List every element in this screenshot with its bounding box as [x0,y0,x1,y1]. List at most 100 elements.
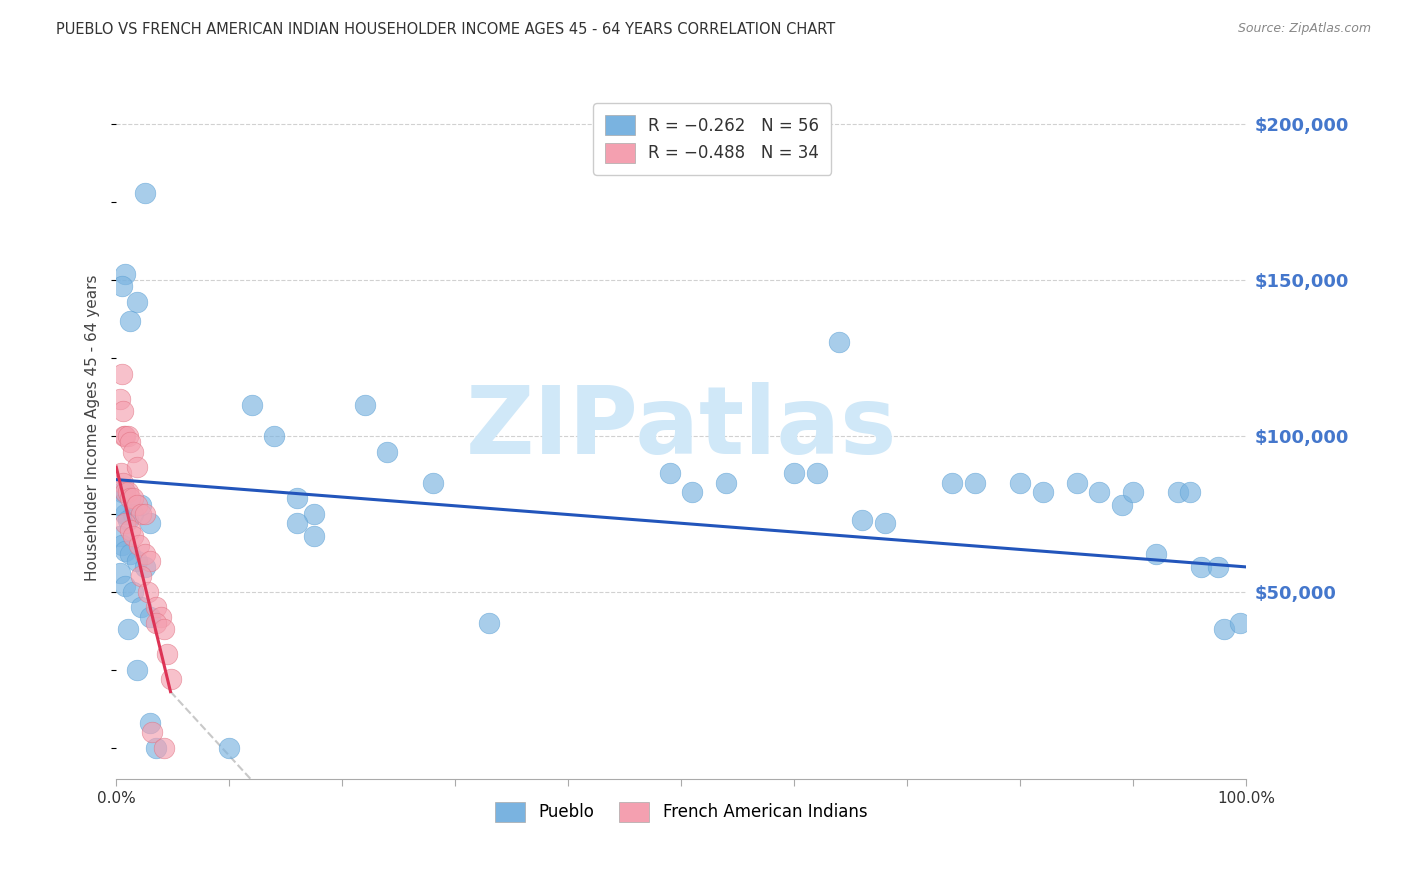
Point [218,740,240,755]
Point [145,740,167,755]
Point [122,507,145,521]
Point [1206,560,1229,574]
Point [111,367,134,381]
Point [136,585,159,599]
Point [1088,485,1111,500]
Point [111,279,134,293]
Point [129,600,152,615]
Point [1167,485,1189,500]
Point [941,475,963,490]
Point [117,485,139,500]
Point [118,313,141,327]
Point [114,579,136,593]
Point [118,435,141,450]
Point [108,392,131,406]
Point [285,491,308,506]
Point [658,467,681,481]
Text: Source: ZipAtlas.com: Source: ZipAtlas.com [1237,22,1371,36]
Point [152,740,174,755]
Point [114,429,136,443]
Point [122,585,145,599]
Text: ZIPatlas: ZIPatlas [465,382,897,475]
Point [110,467,132,481]
Point [783,467,806,481]
Point [1189,560,1212,574]
Point [114,267,136,281]
Point [851,513,873,527]
Point [114,485,136,500]
Point [302,507,325,521]
Point [125,460,148,475]
Point [377,444,399,458]
Point [114,544,136,558]
Point [125,498,148,512]
Point [125,294,148,309]
Point [122,444,145,458]
Point [145,600,167,615]
Point [134,560,156,574]
Point [682,485,704,500]
Point [118,491,141,506]
Point [240,398,263,412]
Point [963,475,986,490]
Point [139,609,162,624]
Point [152,622,174,636]
Point [141,725,163,739]
Point [112,475,135,490]
Point [122,529,145,543]
Point [139,554,162,568]
Point [1144,548,1167,562]
Point [1032,485,1054,500]
Text: PUEBLO VS FRENCH AMERICAN INDIAN HOUSEHOLDER INCOME AGES 45 - 64 YEARS CORRELATI: PUEBLO VS FRENCH AMERICAN INDIAN HOUSEHO… [56,22,835,37]
Point [263,429,285,443]
Point [117,622,139,636]
Point [716,475,738,490]
Point [125,663,148,677]
Point [156,647,179,661]
Point [117,429,139,443]
Point [1010,475,1032,490]
Point [478,615,501,630]
Point [108,529,131,543]
Point [139,516,162,531]
Point [139,715,162,730]
Point [114,507,136,521]
Point [353,398,375,412]
Point [118,548,141,562]
Point [117,513,139,527]
Point [422,475,444,490]
Point [302,529,325,543]
Point [108,498,131,512]
Point [150,609,173,624]
Point [134,186,156,200]
Point [111,485,134,500]
Point [114,516,136,531]
Point [111,538,134,552]
Point [145,615,167,630]
Point [828,335,851,350]
Point [108,566,131,581]
Point [114,485,136,500]
Point [134,507,156,521]
Legend: Pueblo, French American Indians: Pueblo, French American Indians [484,790,879,834]
Point [128,538,150,552]
Point [129,507,152,521]
Point [1122,485,1144,500]
Point [285,516,308,531]
Point [112,404,135,418]
Y-axis label: Householder Income Ages 45 - 64 years: Householder Income Ages 45 - 64 years [86,275,100,582]
Point [1229,615,1251,630]
Point [118,523,141,537]
Point [122,491,145,506]
Point [1178,485,1201,500]
Point [873,516,896,531]
Point [134,548,156,562]
Point [125,554,148,568]
Point [129,498,152,512]
Point [1066,475,1088,490]
Point [1111,498,1133,512]
Point [1212,622,1234,636]
Point [129,569,152,583]
Point [806,467,828,481]
Point [159,672,181,686]
